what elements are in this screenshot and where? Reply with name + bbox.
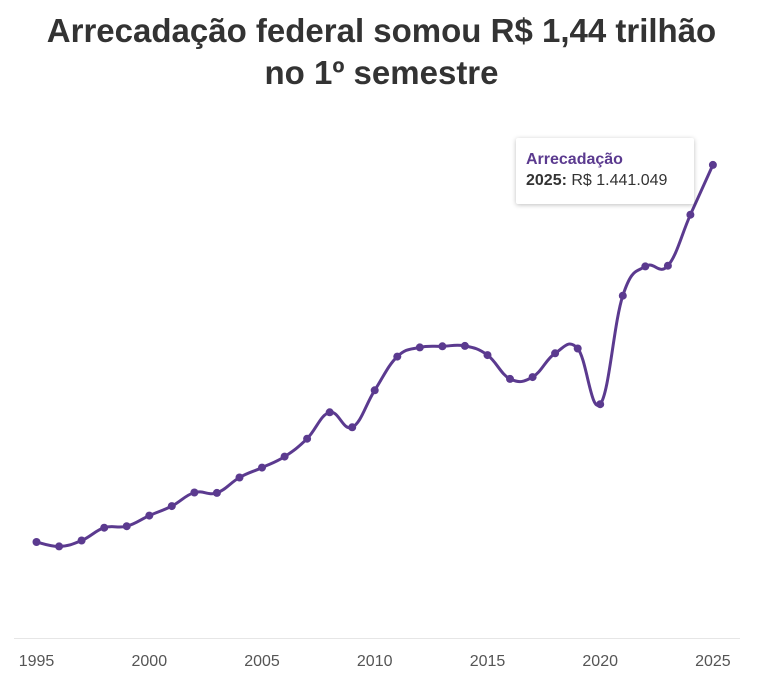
chart-title: Arrecadação federal somou R$ 1,44 trilhã…: [0, 10, 763, 94]
data-point-2017[interactable]: [528, 373, 537, 382]
data-point-2025[interactable]: [708, 160, 717, 169]
data-point-1999[interactable]: [122, 522, 131, 531]
data-point-2024[interactable]: [686, 210, 695, 219]
tooltip-value: R$ 1.441.049: [571, 172, 668, 189]
data-point-2012[interactable]: [415, 343, 424, 352]
chart-title-line-2: no 1º semestre: [264, 54, 499, 91]
data-point-2016[interactable]: [506, 374, 514, 383]
tooltip-row: 2025: R$ 1.441.049: [526, 170, 684, 192]
x-axis-ticks: 1995 2000 2005 2010 2015 2020 2025: [19, 653, 731, 670]
data-point-2010[interactable]: [370, 386, 379, 395]
data-point-2020[interactable]: [596, 400, 605, 409]
data-point-2000[interactable]: [145, 511, 154, 520]
data-point-1997[interactable]: [77, 536, 86, 545]
data-point-2023[interactable]: [663, 261, 672, 270]
tooltip-year: 2025:: [526, 172, 567, 189]
data-point-2018[interactable]: [551, 349, 560, 358]
data-point-2002[interactable]: [190, 488, 199, 497]
data-point-2003[interactable]: [212, 488, 221, 497]
data-point-2009[interactable]: [348, 423, 357, 432]
x-tick-label-2025: 2025: [695, 653, 731, 670]
data-point-2001[interactable]: [167, 502, 176, 511]
series-points: [32, 160, 717, 551]
data-point-2022[interactable]: [641, 262, 650, 271]
tooltip-series-name: Arrecadação: [526, 151, 623, 168]
x-tick-label-2000: 2000: [132, 653, 168, 670]
x-tick-label-2015: 2015: [470, 653, 506, 670]
chart-title-line-1: Arrecadação federal somou R$ 1,44 trilhã…: [46, 12, 717, 49]
data-point-2006[interactable]: [280, 452, 289, 461]
data-point-1995[interactable]: [32, 538, 41, 546]
data-point-1996[interactable]: [55, 542, 64, 551]
x-tick-label-2020: 2020: [582, 653, 618, 670]
data-point-2007[interactable]: [303, 434, 312, 443]
tooltip: Arrecadação 2025: R$ 1.441.049: [516, 138, 694, 204]
data-point-2013[interactable]: [438, 342, 447, 351]
data-point-2015[interactable]: [483, 351, 492, 360]
data-point-2014[interactable]: [460, 341, 469, 350]
data-point-1998[interactable]: [100, 523, 109, 532]
series-line-arrecadacao[interactable]: [35, 163, 715, 548]
data-point-2021[interactable]: [618, 291, 627, 300]
data-point-2005[interactable]: [258, 463, 266, 472]
data-point-2019[interactable]: [573, 344, 582, 353]
data-point-2008[interactable]: [325, 408, 334, 417]
x-tick-label-1995: 1995: [19, 653, 55, 670]
data-point-2004[interactable]: [235, 473, 244, 482]
data-point-2011[interactable]: [393, 352, 402, 361]
x-tick-label-2010: 2010: [357, 653, 393, 670]
x-tick-label-2005: 2005: [244, 653, 280, 670]
